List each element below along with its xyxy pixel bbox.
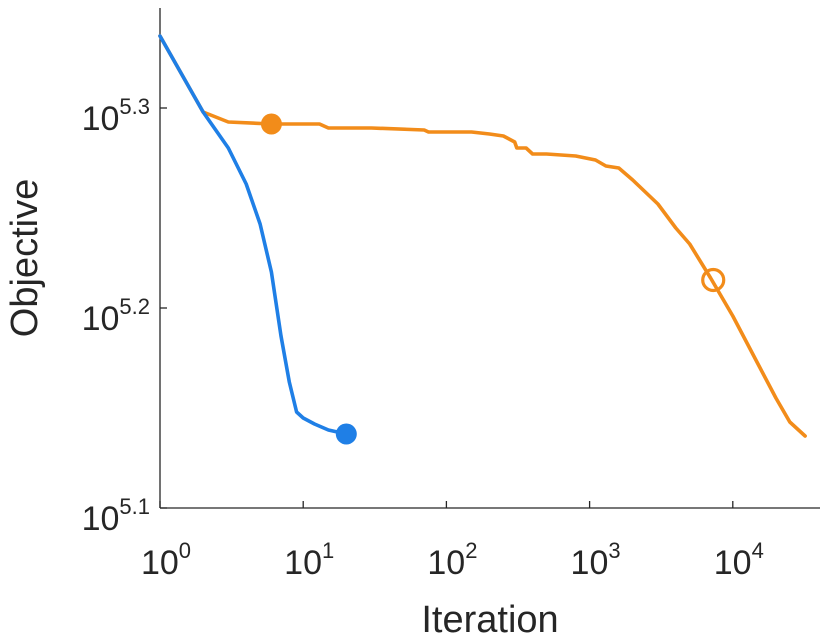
x-tick-exponent: 1 bbox=[322, 538, 334, 563]
x-tick-base: 10 bbox=[427, 544, 465, 582]
x-tick-base: 10 bbox=[714, 544, 752, 582]
series-layer bbox=[158, 34, 807, 445]
filled-circle-marker bbox=[260, 113, 282, 135]
x-tick-label: 103 bbox=[571, 538, 621, 582]
x-tick-base: 10 bbox=[284, 544, 322, 582]
open-circle-marker bbox=[701, 267, 726, 293]
series-0 bbox=[158, 34, 357, 445]
series-1 bbox=[158, 34, 807, 438]
y-tick-exponent: 5.2 bbox=[119, 294, 150, 319]
filled-circle-marker bbox=[335, 423, 357, 445]
x-tick-exponent: 2 bbox=[465, 538, 477, 563]
x-tick-label: 100 bbox=[141, 538, 191, 582]
x-tick-base: 10 bbox=[571, 544, 609, 582]
x-axis-label: Iteration bbox=[421, 599, 558, 641]
y-tick-base: 10 bbox=[82, 100, 120, 138]
x-axis-ticks: 100 101 102 103 104 bbox=[141, 501, 764, 582]
series-line bbox=[158, 34, 807, 438]
y-tick-label: 105.2 bbox=[82, 294, 150, 338]
x-tick-label: 102 bbox=[427, 538, 477, 582]
x-tick-exponent: 4 bbox=[752, 538, 764, 563]
series-line bbox=[158, 34, 349, 436]
y-tick-base: 10 bbox=[82, 500, 120, 538]
y-tick-base: 10 bbox=[82, 300, 120, 338]
y-axis-label: Objective bbox=[4, 179, 46, 337]
y-tick-label: 105.3 bbox=[82, 94, 150, 138]
y-tick-exponent: 5.3 bbox=[119, 94, 150, 119]
y-tick-exponent: 5.1 bbox=[119, 494, 150, 519]
y-tick-label: 105.1 bbox=[82, 494, 150, 538]
x-tick-exponent: 0 bbox=[179, 538, 191, 563]
axes bbox=[159, 8, 820, 509]
x-tick-base: 10 bbox=[141, 544, 179, 582]
x-tick-label: 101 bbox=[284, 538, 334, 582]
x-tick-exponent: 3 bbox=[608, 538, 620, 563]
x-tick-label: 104 bbox=[714, 538, 764, 582]
